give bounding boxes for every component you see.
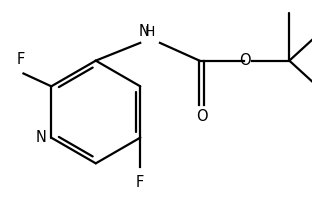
Text: N: N	[139, 24, 149, 39]
Text: F: F	[16, 52, 24, 67]
Text: O: O	[196, 109, 207, 124]
Text: N: N	[35, 130, 46, 145]
Text: H: H	[145, 25, 155, 39]
Text: O: O	[239, 53, 251, 68]
Text: F: F	[136, 175, 144, 190]
